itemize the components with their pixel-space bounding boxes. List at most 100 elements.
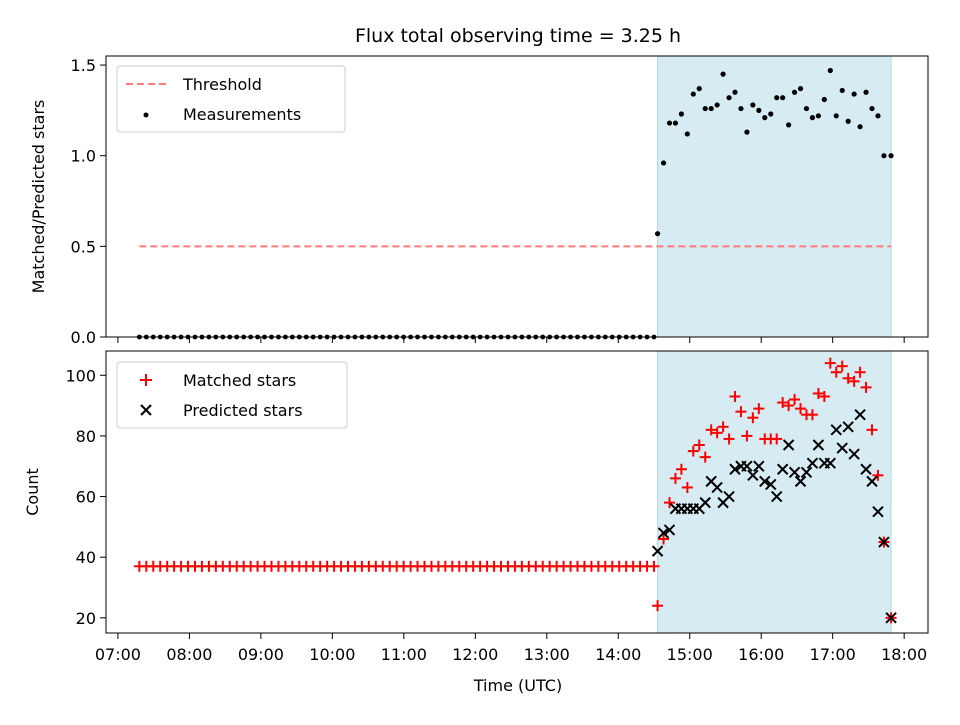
predicted-star-point	[806, 457, 819, 469]
matched-star-point	[836, 360, 848, 372]
predicted-star-point	[866, 475, 878, 488]
measurement-point	[720, 71, 726, 77]
measurement-point	[726, 95, 732, 101]
predicted-star-point	[741, 460, 753, 472]
measurement-point	[678, 111, 685, 117]
matched-star-point	[711, 427, 723, 439]
bottom-y-tick-label: 20	[76, 609, 96, 628]
measurement-point	[815, 113, 822, 119]
measurement-point	[684, 131, 690, 137]
matched-star-point	[648, 560, 660, 572]
bottom-x-tick-label: 08:00	[166, 645, 212, 664]
predicted-star-point	[747, 469, 759, 482]
measurements-legend-label: Measurements	[183, 105, 301, 124]
predicted-star-point	[663, 524, 676, 536]
top-x-ticks	[117, 337, 905, 343]
bottom-axes-frame	[105, 350, 929, 634]
matched-star-point	[812, 387, 824, 399]
matched-star-point	[693, 439, 705, 451]
measurement-point	[797, 86, 804, 92]
matched-star-point	[753, 403, 765, 415]
threshold-legend-label: Threshold	[182, 75, 262, 94]
predicted-star-point	[729, 463, 741, 475]
matched-star-point	[705, 424, 717, 436]
matched-star-point	[652, 600, 664, 612]
predicted-star-point	[699, 496, 711, 509]
measurement-point	[660, 160, 667, 166]
measurement-point	[762, 115, 768, 121]
predicted-star-point	[794, 475, 807, 488]
measurement-point	[821, 96, 827, 103]
bottom-y-tick-label: 40	[76, 548, 96, 567]
matched-star-point	[771, 433, 783, 445]
bottom-y-ticks: 20 40 60 80 100	[65, 366, 106, 628]
bottom-x-tick-label: 15:00	[667, 645, 713, 664]
bottom-legend-box	[116, 361, 348, 429]
matched-legend-label: Matched stars	[183, 371, 296, 390]
measurement-point	[750, 102, 756, 108]
matched-star-point	[741, 430, 753, 442]
measurement-point	[786, 122, 792, 128]
predicted-star-point	[830, 424, 842, 436]
predicted-stars-layer	[651, 408, 897, 624]
measurement-point	[857, 124, 863, 130]
predicted-star-point	[657, 527, 670, 539]
matched-star-point	[663, 497, 675, 509]
measurement-point	[690, 91, 696, 97]
matched-star-point	[848, 375, 860, 387]
matched-star-point	[795, 403, 807, 415]
top-y-ticks: 0.0 0.5 1.0 1.5	[71, 56, 106, 347]
measurement-point	[875, 113, 881, 119]
top-y-tick-label: 0.0	[71, 328, 96, 347]
measurement-point	[803, 105, 810, 112]
predicted-star-point	[770, 490, 783, 503]
measurement-point	[881, 153, 887, 159]
measurement-point	[839, 87, 845, 94]
predicted-star-point	[824, 457, 837, 469]
matched-star-point	[717, 421, 729, 433]
predicted-star-point	[860, 463, 872, 475]
matched-star-point	[675, 463, 687, 475]
bottom-x-tick-label: 09:00	[238, 645, 284, 664]
top-y-tick-label: 1.5	[71, 56, 96, 75]
bottom-shaded-span	[657, 350, 892, 634]
matched-star-point	[830, 366, 842, 378]
measurement-point	[702, 105, 708, 112]
matched-star-point	[687, 445, 699, 457]
measurement-point	[714, 102, 720, 108]
predicted-star-point	[836, 442, 848, 454]
measurement-point	[833, 113, 839, 119]
matched-legend-swatch	[140, 374, 152, 386]
matched-star-point	[747, 412, 759, 424]
matched-star-point	[729, 390, 741, 402]
top-legend-box	[116, 65, 346, 133]
bottom-x-tick-label: 17:00	[810, 645, 856, 664]
measurement-point	[863, 89, 869, 95]
matched-star-point	[699, 451, 711, 463]
top-y-axis-label: Matched/Predicted stars	[29, 100, 48, 294]
predicted-star-point	[776, 463, 789, 475]
top-y-tick-label: 0.5	[71, 237, 96, 256]
x-axis-label: Time (UTC)	[473, 676, 562, 695]
matched-star-point	[818, 390, 830, 402]
predicted-star-point	[848, 448, 860, 460]
top-panel: 0.0 0.5 1.0 1.5 Matched/Predicted stars Thr…	[29, 55, 929, 347]
predicted-star-point	[854, 408, 866, 421]
bottom-x-tick-label: 16:00	[738, 645, 784, 664]
measurement-point	[791, 89, 798, 95]
bottom-x-tick-label: 07:00	[95, 645, 141, 664]
predicted-star-point	[788, 466, 801, 478]
top-y-tick-label: 1.0	[71, 147, 96, 166]
measurement-point	[708, 105, 714, 112]
bottom-y-tick-label: 60	[76, 488, 96, 507]
top-axes-frame	[105, 55, 929, 338]
measurement-point	[768, 111, 774, 117]
bottom-x-ticks: 07:00 08:00 09:00 10:00 11:00 12:00 13:00 14:00…	[95, 633, 927, 664]
bottom-x-tick-label: 14:00	[595, 645, 641, 664]
measurement-point	[696, 86, 702, 92]
matched-star-point	[681, 481, 693, 493]
measurement-point	[774, 95, 780, 101]
matched-star-point	[777, 397, 789, 409]
predicted-star-point	[812, 439, 825, 451]
